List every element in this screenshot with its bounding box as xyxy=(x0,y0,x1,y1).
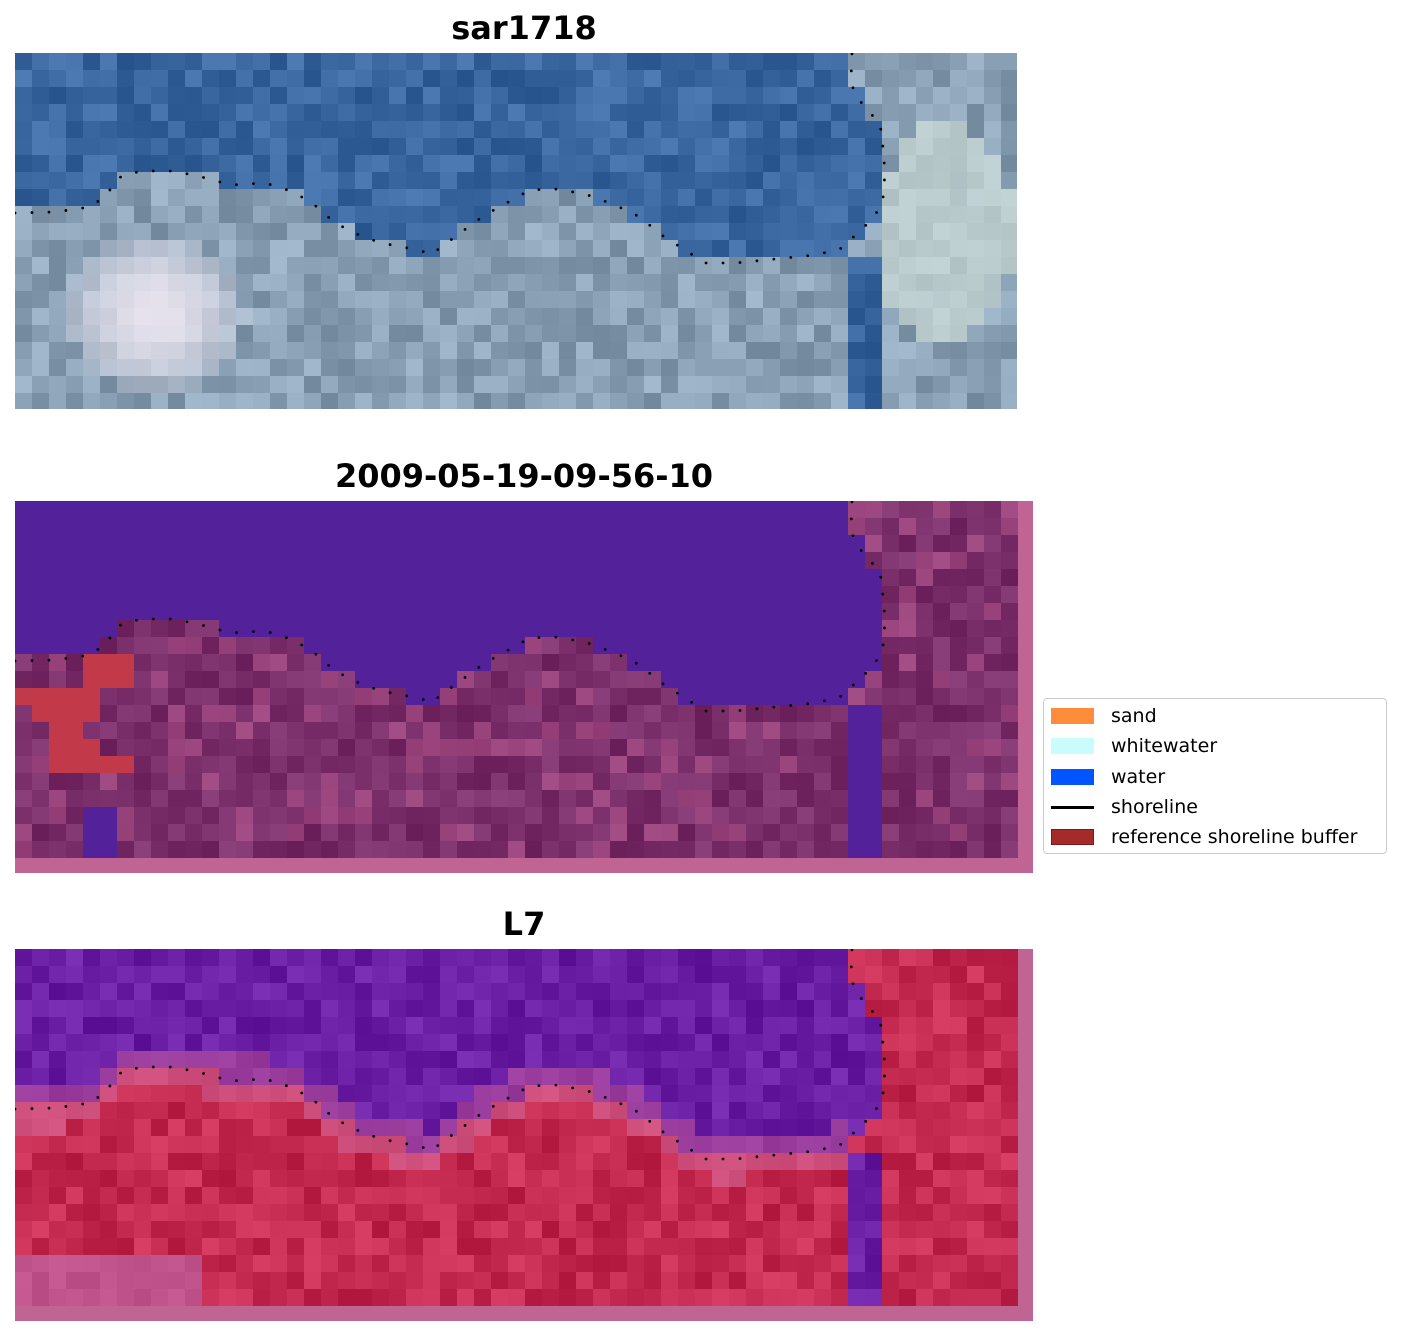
legend-item-sand: sand xyxy=(1051,704,1157,728)
title-index: L7 xyxy=(502,905,546,943)
title-rgb: sar1718 xyxy=(451,9,597,47)
panel-rgb-image xyxy=(15,53,1017,409)
panel-classification-image xyxy=(15,501,1033,873)
whitewater-swatch xyxy=(1051,738,1094,754)
legend-label-buffer: reference shoreline buffer xyxy=(1111,826,1358,848)
index-image xyxy=(15,949,1033,1321)
rgb-satellite-image xyxy=(15,53,1017,409)
legend-label-sand: sand xyxy=(1111,705,1157,727)
panel-index-image xyxy=(15,949,1033,1321)
shoreline-dots xyxy=(15,501,886,713)
classification-image xyxy=(15,501,1033,873)
legend-item-water: water xyxy=(1051,765,1165,789)
legend-item-whitewater: whitewater xyxy=(1051,734,1217,758)
water-swatch xyxy=(1051,769,1094,785)
legend-label-water: water xyxy=(1111,766,1166,788)
legend: sand whitewater water shoreline referenc… xyxy=(1043,698,1387,854)
sand-swatch xyxy=(1051,708,1094,724)
shoreline-dots xyxy=(15,53,886,265)
legend-label-whitewater: whitewater xyxy=(1111,735,1218,757)
legend-label-shoreline: shoreline xyxy=(1111,796,1198,818)
buffer-swatch xyxy=(1051,829,1094,845)
legend-item-buffer: reference shoreline buffer xyxy=(1051,825,1357,849)
shoreline-dots xyxy=(15,949,886,1161)
title-classification: 2009-05-19-09-56-10 xyxy=(334,457,714,495)
shoreline-line-icon xyxy=(1051,805,1094,809)
legend-item-shoreline: shoreline xyxy=(1051,795,1198,819)
